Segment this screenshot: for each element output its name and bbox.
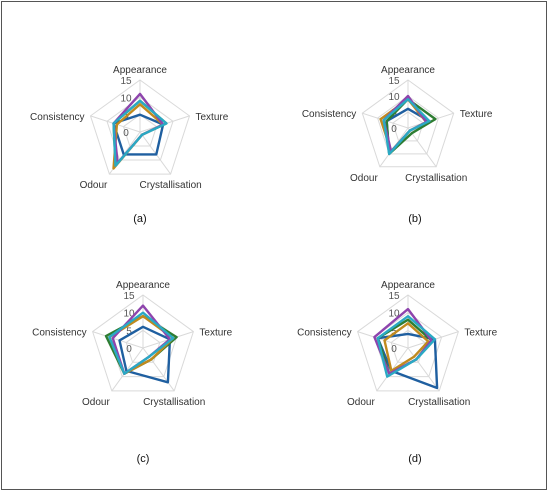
axis-label-appearance: Appearance xyxy=(381,65,435,76)
radial-tick-label: 15 xyxy=(120,76,132,87)
radar-series-line xyxy=(382,97,431,156)
axis-label-consistency: Consistency xyxy=(30,112,84,123)
axis-label-consistency: Consistency xyxy=(32,328,86,339)
radial-tick-label: 0 xyxy=(126,344,132,355)
axis-label-odour: Odour xyxy=(347,397,375,408)
panel-caption: (c) xyxy=(137,453,150,465)
radar-series-line xyxy=(108,311,175,375)
axis-label-crystallisation: Crystallisation xyxy=(139,180,201,191)
radar-spoke xyxy=(362,112,409,129)
axis-label-appearance: Appearance xyxy=(381,280,435,291)
radar-series-line xyxy=(376,315,437,378)
axis-label-crystallisation: Crystallisation xyxy=(408,397,470,408)
radar-gridline xyxy=(92,294,194,392)
radial-tick-label: 0 xyxy=(391,344,397,355)
axis-label-consistency: Consistency xyxy=(302,109,356,120)
axis-label-texture: Texture xyxy=(464,328,497,339)
radar-series-line xyxy=(383,322,430,373)
radar-spoke xyxy=(111,347,144,392)
radar-spoke xyxy=(142,347,175,392)
radar-spoke xyxy=(139,131,172,175)
radar-spoke xyxy=(407,127,437,168)
radial-tick-label: 15 xyxy=(388,291,400,302)
radar-gridline xyxy=(122,114,158,147)
axis-label-crystallisation: Crystallisation xyxy=(405,173,467,184)
radial-tick-label: 10 xyxy=(388,309,400,320)
axis-label-consistency: Consistency xyxy=(297,328,351,339)
radar-series-line xyxy=(118,325,172,384)
radial-tick-label: 0 xyxy=(123,128,129,139)
axis-label-texture: Texture xyxy=(460,109,493,120)
radial-tick-label: 5 xyxy=(126,326,132,337)
panel-caption: (b) xyxy=(408,213,421,225)
radial-tick-label: 15 xyxy=(123,291,135,302)
panel-caption: (d) xyxy=(408,453,421,465)
radial-tick-label: 5 xyxy=(391,326,397,337)
figure-frame xyxy=(1,1,547,490)
radar-spoke xyxy=(407,347,440,392)
axis-label-odour: Odour xyxy=(350,173,378,184)
axis-label-texture: Texture xyxy=(199,328,232,339)
radial-tick-label: 0 xyxy=(391,124,397,135)
radar-gridline xyxy=(377,95,439,155)
radar-series-line xyxy=(112,99,168,167)
radar-gridline xyxy=(357,294,459,392)
radar-gridline xyxy=(106,96,174,161)
radial-tick-label: 10 xyxy=(120,93,132,104)
radar-spoke xyxy=(357,331,409,349)
axis-label-crystallisation: Crystallisation xyxy=(143,397,205,408)
panel-caption: (a) xyxy=(133,213,146,225)
radar-spoke xyxy=(92,331,144,349)
axis-label-appearance: Appearance xyxy=(113,65,167,76)
radar-gridline xyxy=(361,79,455,168)
axis-label-odour: Odour xyxy=(80,180,108,191)
radial-tick-label: 10 xyxy=(123,309,135,320)
radar-series-line xyxy=(385,97,437,156)
radial-tick-label: 15 xyxy=(388,76,400,87)
radar-gridline xyxy=(392,111,424,142)
axis-label-texture: Texture xyxy=(196,112,229,123)
radial-tick-label: 10 xyxy=(388,92,400,103)
radar-gridline xyxy=(390,329,426,363)
axis-label-odour: Odour xyxy=(82,397,110,408)
radar-gridline xyxy=(89,79,191,175)
axis-label-appearance: Appearance xyxy=(116,280,170,291)
